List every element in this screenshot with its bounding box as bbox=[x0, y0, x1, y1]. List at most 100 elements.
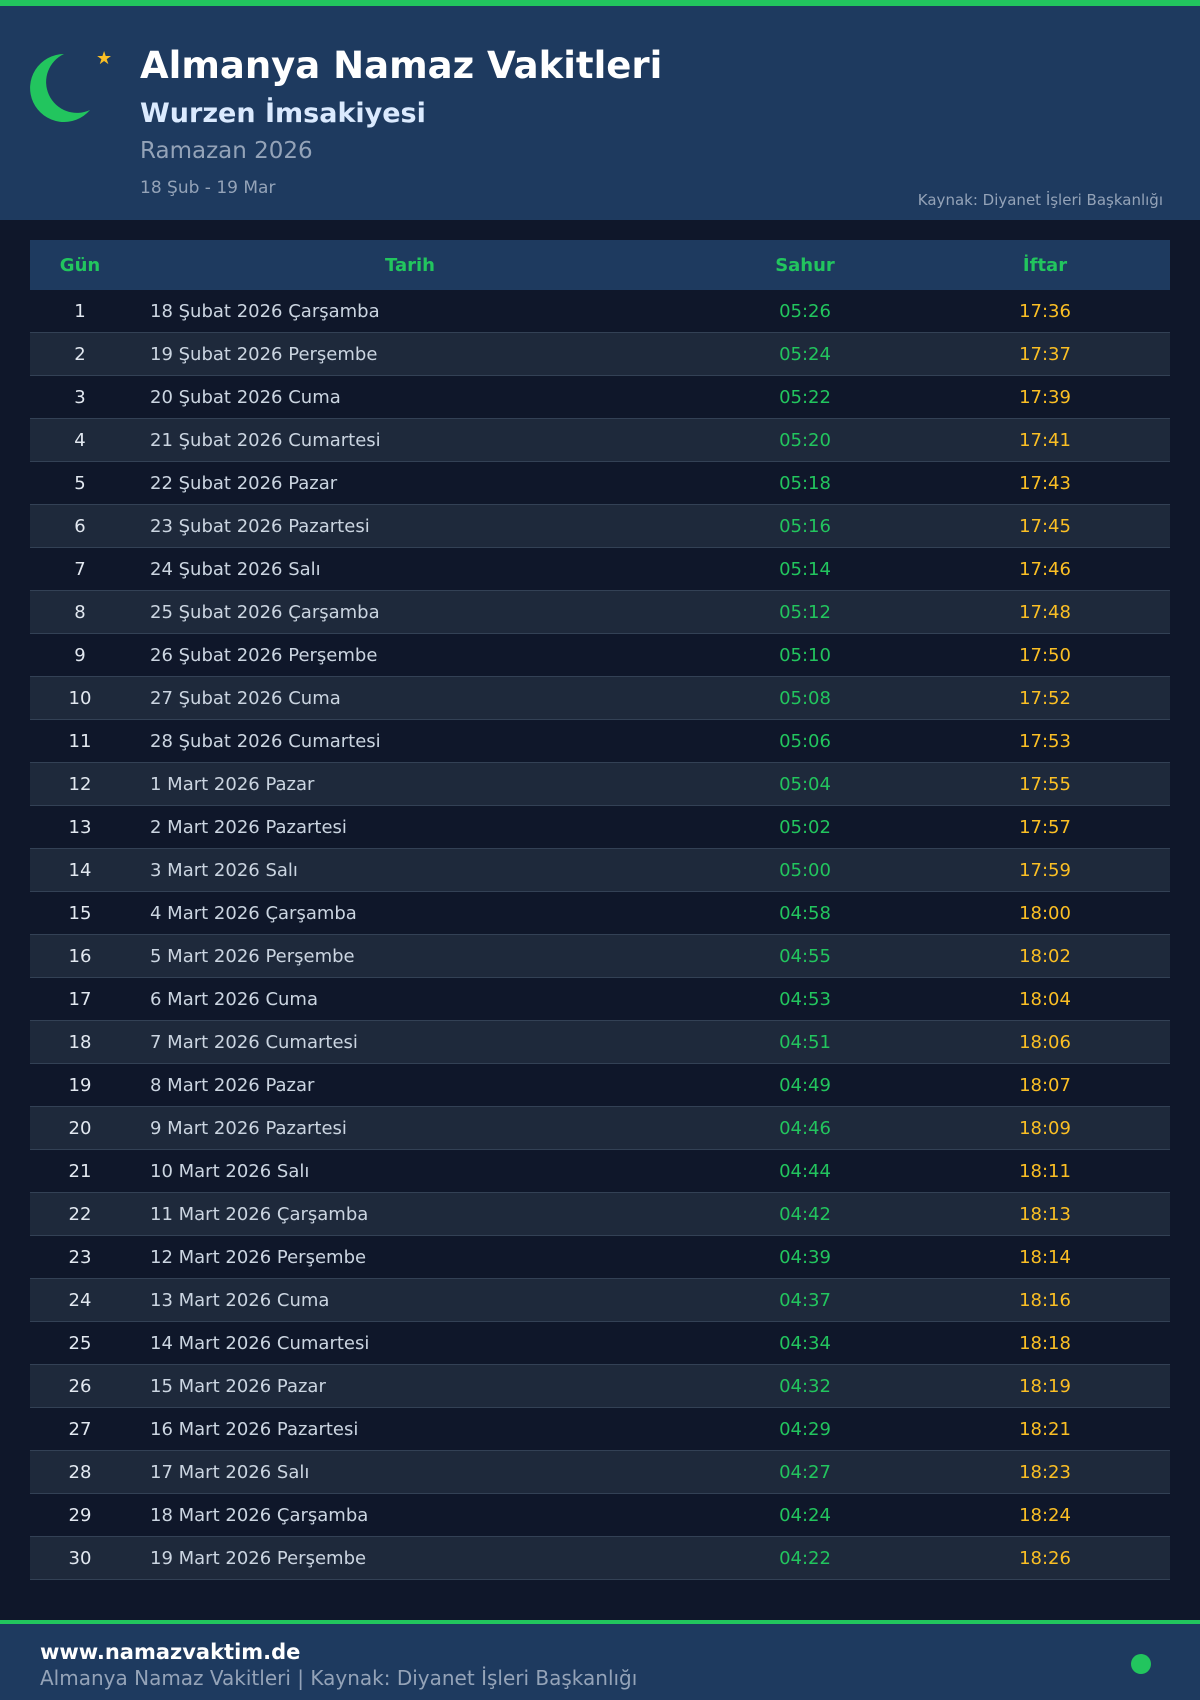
date-cell: 8 Mart 2026 Pazar bbox=[150, 1074, 315, 1096]
header-sahur: Sahur bbox=[775, 254, 835, 276]
footer-url[interactable]: www.namazvaktim.de bbox=[40, 1640, 301, 1664]
iftar-cell: 17:41 bbox=[1019, 429, 1071, 451]
date-cell: 20 Şubat 2026 Cuma bbox=[150, 386, 341, 408]
day-cell: 1 bbox=[74, 300, 86, 322]
iftar-cell: 18:18 bbox=[1019, 1332, 1071, 1354]
iftar-cell: 17:46 bbox=[1019, 558, 1071, 580]
top-accent-bar bbox=[0, 0, 1200, 6]
day-cell: 14 bbox=[68, 859, 92, 881]
day-cell: 23 bbox=[68, 1246, 92, 1268]
day-cell: 24 bbox=[68, 1289, 92, 1311]
sahur-cell: 04:49 bbox=[779, 1074, 831, 1096]
day-cell: 12 bbox=[68, 773, 92, 795]
table-row: 5 22 Şubat 2026 Pazar 05:18 17:43 bbox=[30, 462, 1170, 505]
sahur-cell: 05:06 bbox=[779, 730, 831, 752]
table-row: 19 8 Mart 2026 Pazar 04:49 18:07 bbox=[30, 1064, 1170, 1107]
day-cell: 26 bbox=[68, 1375, 92, 1397]
iftar-cell: 17:37 bbox=[1019, 343, 1071, 365]
table-header: Gün Tarih Sahur İftar bbox=[30, 240, 1170, 290]
iftar-cell: 18:19 bbox=[1019, 1375, 1071, 1397]
iftar-cell: 17:55 bbox=[1019, 773, 1071, 795]
date-cell: 10 Mart 2026 Salı bbox=[150, 1160, 310, 1182]
date-cell: 25 Şubat 2026 Çarşamba bbox=[150, 601, 380, 623]
date-cell: 19 Mart 2026 Perşembe bbox=[150, 1547, 367, 1569]
day-cell: 9 bbox=[74, 644, 86, 666]
sahur-cell: 04:42 bbox=[779, 1203, 831, 1225]
iftar-cell: 18:21 bbox=[1019, 1418, 1071, 1440]
date-cell: 2 Mart 2026 Pazartesi bbox=[150, 816, 347, 838]
sahur-cell: 05:12 bbox=[779, 601, 831, 623]
iftar-cell: 18:13 bbox=[1019, 1203, 1071, 1225]
iftar-cell: 17:52 bbox=[1019, 687, 1071, 709]
date-cell: 19 Şubat 2026 Perşembe bbox=[150, 343, 378, 365]
sahur-cell: 04:37 bbox=[779, 1289, 831, 1311]
sahur-cell: 04:51 bbox=[779, 1031, 831, 1053]
iftar-cell: 18:14 bbox=[1019, 1246, 1071, 1268]
day-cell: 16 bbox=[68, 945, 92, 967]
table-row: 4 21 Şubat 2026 Cumartesi 05:20 17:41 bbox=[30, 419, 1170, 462]
date-cell: 9 Mart 2026 Pazartesi bbox=[150, 1117, 347, 1139]
day-cell: 27 bbox=[68, 1418, 92, 1440]
table-row: 2 19 Şubat 2026 Perşembe 05:24 17:37 bbox=[30, 333, 1170, 376]
iftar-cell: 18:16 bbox=[1019, 1289, 1071, 1311]
table-row: 17 6 Mart 2026 Cuma 04:53 18:04 bbox=[30, 978, 1170, 1021]
table-row: 1 18 Şubat 2026 Çarşamba 05:26 17:36 bbox=[30, 290, 1170, 333]
crescent-moon-icon bbox=[30, 54, 90, 122]
iftar-cell: 17:59 bbox=[1019, 859, 1071, 881]
date-cell: 5 Mart 2026 Perşembe bbox=[150, 945, 355, 967]
table-row: 30 19 Mart 2026 Perşembe 04:22 18:26 bbox=[30, 1537, 1170, 1580]
sahur-cell: 05:20 bbox=[779, 429, 831, 451]
table-row: 9 26 Şubat 2026 Perşembe 05:10 17:50 bbox=[30, 634, 1170, 677]
day-cell: 29 bbox=[68, 1504, 92, 1526]
star-icon: ★ bbox=[96, 48, 113, 69]
day-cell: 6 bbox=[74, 515, 86, 537]
iftar-cell: 18:26 bbox=[1019, 1547, 1071, 1569]
sahur-cell: 04:34 bbox=[779, 1332, 831, 1354]
iftar-cell: 18:09 bbox=[1019, 1117, 1071, 1139]
day-cell: 19 bbox=[68, 1074, 92, 1096]
iftar-cell: 18:07 bbox=[1019, 1074, 1071, 1096]
sahur-cell: 05:22 bbox=[779, 386, 831, 408]
date-cell: 4 Mart 2026 Çarşamba bbox=[150, 902, 357, 924]
iftar-cell: 17:48 bbox=[1019, 601, 1071, 623]
period-label: Ramazan 2026 bbox=[140, 138, 313, 164]
table-row: 3 20 Şubat 2026 Cuma 05:22 17:39 bbox=[30, 376, 1170, 419]
sahur-cell: 05:14 bbox=[779, 558, 831, 580]
iftar-cell: 18:04 bbox=[1019, 988, 1071, 1010]
page-subtitle: Wurzen İmsakiyesi bbox=[140, 98, 426, 129]
date-cell: 7 Mart 2026 Cumartesi bbox=[150, 1031, 358, 1053]
header-iftar: İftar bbox=[1022, 254, 1068, 276]
table-row: 27 16 Mart 2026 Pazartesi 04:29 18:21 bbox=[30, 1408, 1170, 1451]
page-header: ★ Almanya Namaz Vakitleri Wurzen İmsakiy… bbox=[0, 6, 1200, 220]
table-row: 18 7 Mart 2026 Cumartesi 04:51 18:06 bbox=[30, 1021, 1170, 1064]
table-body: 1 18 Şubat 2026 Çarşamba 05:26 17:36 2 19 Şub… bbox=[30, 290, 1170, 1580]
day-cell: 21 bbox=[68, 1160, 92, 1182]
sahur-cell: 05:02 bbox=[779, 816, 831, 838]
sahur-cell: 04:29 bbox=[779, 1418, 831, 1440]
iftar-cell: 18:23 bbox=[1019, 1461, 1071, 1483]
sahur-cell: 05:08 bbox=[779, 687, 831, 709]
date-cell: 3 Mart 2026 Salı bbox=[150, 859, 298, 881]
date-cell: 15 Mart 2026 Pazar bbox=[150, 1375, 326, 1397]
date-cell: 24 Şubat 2026 Salı bbox=[150, 558, 321, 580]
day-cell: 13 bbox=[68, 816, 92, 838]
date-cell: 21 Şubat 2026 Cumartesi bbox=[150, 429, 381, 451]
iftar-cell: 18:24 bbox=[1019, 1504, 1071, 1526]
timetable: Gün Tarih Sahur İftar 1 18 Şubat 2026 Çar… bbox=[30, 240, 1170, 1580]
table-row: 7 24 Şubat 2026 Salı 05:14 17:46 bbox=[30, 548, 1170, 591]
sahur-cell: 05:04 bbox=[779, 773, 831, 795]
date-cell: 28 Şubat 2026 Cumartesi bbox=[150, 730, 381, 752]
iftar-cell: 17:45 bbox=[1019, 515, 1071, 537]
day-cell: 15 bbox=[68, 902, 92, 924]
date-cell: 17 Mart 2026 Salı bbox=[150, 1461, 310, 1483]
table-row: 15 4 Mart 2026 Çarşamba 04:58 18:00 bbox=[30, 892, 1170, 935]
table-row: 11 28 Şubat 2026 Cumartesi 05:06 17:53 bbox=[30, 720, 1170, 763]
iftar-cell: 17:50 bbox=[1019, 644, 1071, 666]
day-cell: 28 bbox=[68, 1461, 92, 1483]
sahur-cell: 04:53 bbox=[779, 988, 831, 1010]
sahur-cell: 05:00 bbox=[779, 859, 831, 881]
table-row: 10 27 Şubat 2026 Cuma 05:08 17:52 bbox=[30, 677, 1170, 720]
date-cell: 26 Şubat 2026 Perşembe bbox=[150, 644, 378, 666]
date-cell: 6 Mart 2026 Cuma bbox=[150, 988, 318, 1010]
sahur-cell: 04:44 bbox=[779, 1160, 831, 1182]
